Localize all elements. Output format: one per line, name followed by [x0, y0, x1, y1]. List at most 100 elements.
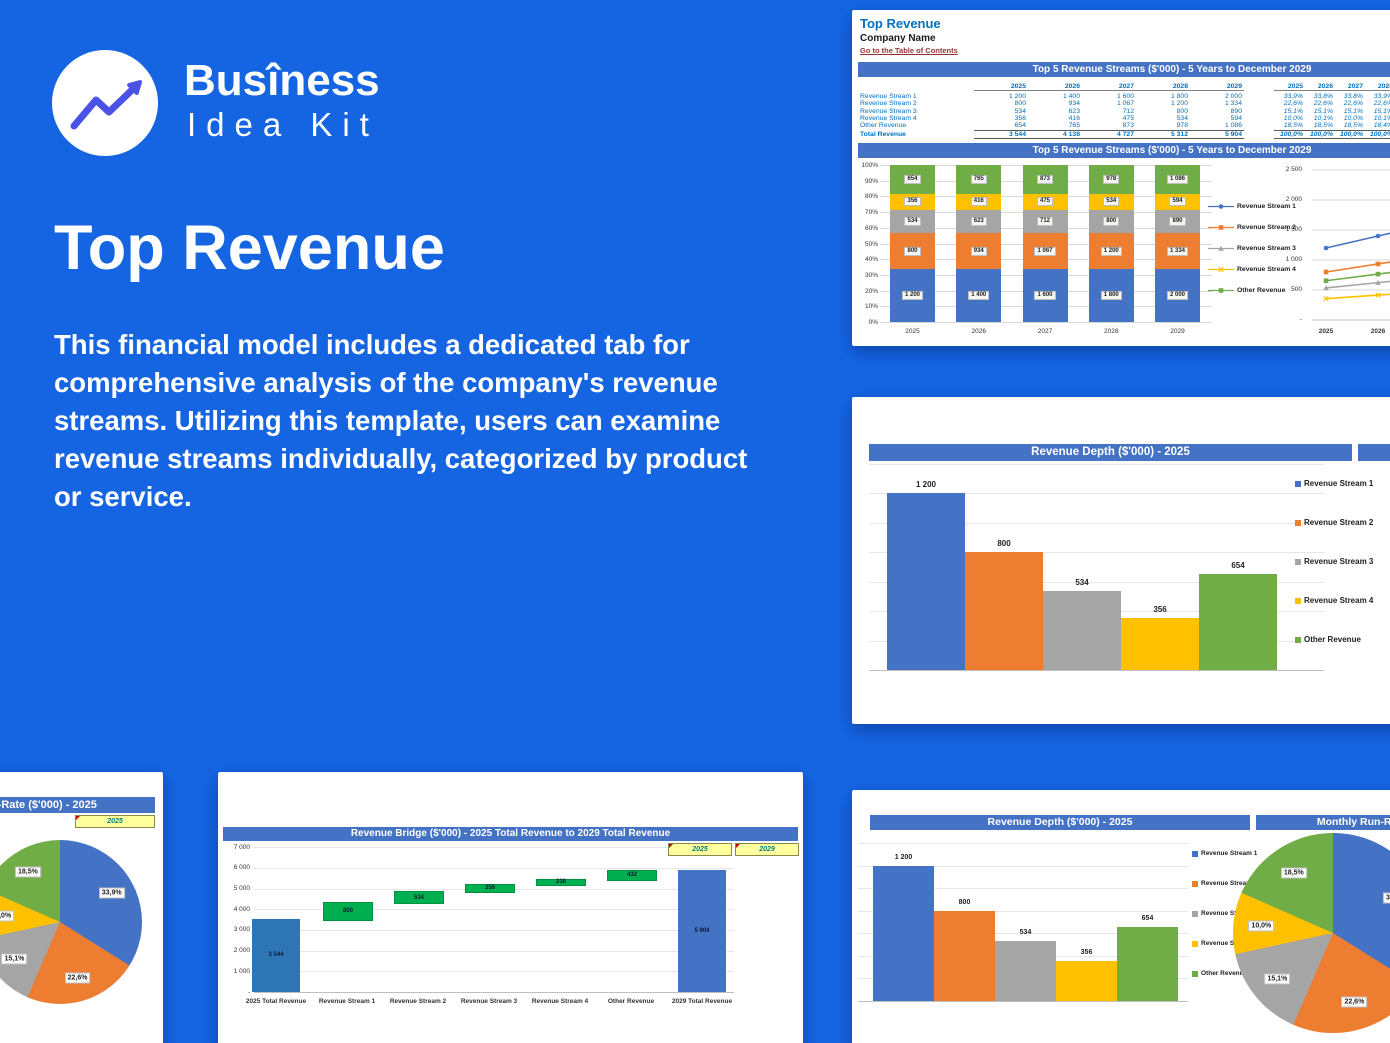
table-cell: 1 334 — [1224, 100, 1242, 108]
adjacent-title-bar-stub — [1358, 444, 1390, 461]
bar — [1199, 573, 1277, 670]
pie-label: 22,6% — [1341, 996, 1368, 1008]
bar — [1121, 617, 1199, 670]
x-axis-tick: Revenue Stream 4 — [531, 998, 589, 1005]
chart-title-bar-right: Monthly Run-Rate ($'000) - 2025 — [1256, 815, 1390, 830]
bar-segment: 416 — [956, 194, 1002, 210]
series-marker — [1375, 261, 1381, 267]
legend-swatch — [1192, 880, 1198, 887]
table-cell: 100,0% — [1334, 129, 1364, 139]
legend-item: Revenue Stream 2 — [1295, 518, 1373, 527]
chart-title-bar: Top 5 Revenue Streams ($'000) - 5 Years … — [858, 143, 1390, 158]
table-cell: 2026 — [1304, 83, 1334, 91]
chart-title-bar: Monthly Run-Rate ($'000) - 2025 — [0, 797, 155, 813]
table-cell: 800 — [1176, 107, 1188, 115]
gridline — [858, 888, 1188, 890]
pie-label: 10,0% — [0, 910, 15, 922]
y-axis-tick: 1 500 — [1285, 226, 1302, 233]
table-header-row: 202520262027202820292025202620272028 — [860, 80, 1390, 93]
y-axis-tick: 4 000 — [233, 905, 250, 913]
year-selector-to[interactable]: 2029 — [735, 843, 799, 856]
table-cell: 15,1% — [1313, 107, 1333, 115]
table-row: Revenue Stream 3 534 623 712 800 890 15,1% 15,1… — [860, 108, 1390, 115]
table-cell: 2 000 — [1224, 93, 1242, 101]
cell-corner-marker — [736, 844, 740, 848]
legend-marker-icon — [1208, 288, 1234, 293]
x-axis-tick: 2026 — [971, 328, 986, 335]
series-marker — [1218, 288, 1224, 293]
bar-label: 534 — [413, 894, 424, 901]
stacked-bar: 654 356 534 800 1 200 — [890, 165, 935, 322]
bar-segment-label: 712 — [1036, 217, 1053, 227]
bar-segment-label: 800 — [904, 246, 921, 256]
gridline — [869, 464, 1324, 465]
waterfall-bar: 356 — [465, 883, 515, 893]
year-selector-from[interactable]: 2025 — [668, 843, 732, 856]
pie-label: 15,1% — [1264, 973, 1291, 985]
bar-label: 534 — [1019, 928, 1032, 936]
bar-segment: 934 — [956, 233, 1002, 269]
row-label: Other Revenue — [860, 122, 907, 130]
table-cell: 10,0% — [1283, 115, 1303, 123]
y-axis-tick: - — [1299, 316, 1302, 323]
table-of-contents-link[interactable]: Go to the Table of Contents — [860, 46, 958, 55]
bar — [1056, 960, 1117, 1001]
brand-logo-icon — [52, 50, 158, 156]
table-cell: 765 — [1068, 122, 1080, 130]
legend-marker-icon — [1208, 245, 1234, 251]
row-label: Revenue Stream 2 — [860, 100, 917, 108]
series-marker — [1218, 245, 1224, 251]
excel-panel-revenue-bridge: Revenue Bridge ($'000) - 2025 Total Reve… — [218, 772, 803, 1043]
y-axis-tick: 10% — [864, 303, 878, 311]
series-marker — [1375, 271, 1381, 277]
series-marker — [1218, 204, 1224, 209]
table-cell: 22,6% — [1373, 100, 1390, 108]
table-cell: 22,6% — [1343, 100, 1363, 108]
waterfall-bar: 800 — [323, 902, 373, 921]
gridline — [858, 910, 1188, 912]
y-axis-tick: 3 000 — [233, 926, 250, 934]
bar-segment: 873 — [1022, 165, 1068, 194]
bar-segment-label: 594 — [1169, 197, 1186, 207]
row-label: Revenue Stream 1 — [860, 93, 917, 101]
bar — [1043, 591, 1121, 670]
row-label: Total Revenue — [860, 130, 906, 138]
legend-label: Revenue Stream 3 — [1201, 910, 1258, 917]
bar-label: 238 — [555, 879, 566, 886]
bar-segment: 534 — [1088, 193, 1134, 210]
legend-item: Revenue Stream 1 — [1192, 850, 1257, 857]
bar-segment-label: 1 600 — [1034, 290, 1056, 300]
pie-label: 15,1% — [1, 953, 28, 965]
excel-panel-top-revenue: Top Revenue Company Name Go to the Table… — [852, 10, 1390, 346]
x-axis-tick: 2026 — [1370, 328, 1386, 335]
bar-segment: 534 — [890, 209, 935, 234]
y-axis-tick: 50% — [864, 240, 878, 248]
series-marker — [1323, 285, 1329, 291]
y-axis-tick: - — [247, 988, 250, 996]
legend-label: Other Revenue — [1304, 635, 1361, 644]
brand-name-line1: Busîness — [184, 56, 380, 105]
brand-name-line2: Idea Kit — [187, 106, 379, 143]
bar-segment: 2 000 — [1155, 268, 1200, 322]
legend-label: Other Revenue — [1201, 970, 1248, 977]
gridline — [869, 670, 1324, 671]
bar-label: 1 200 — [894, 853, 913, 861]
y-axis-tick: 500 — [1291, 286, 1302, 293]
table-cell: 934 — [1068, 100, 1080, 108]
year-selector[interactable]: 2025 — [75, 815, 155, 828]
table-cell: 712 — [1122, 107, 1134, 115]
table-row: Revenue Stream 1 1 200 1 400 1 600 1 800 2 00… — [860, 93, 1390, 100]
y-axis-tick: 90% — [864, 177, 878, 185]
legend-item: Revenue Stream 4 — [1192, 940, 1257, 947]
table-cell: 10,1% — [1373, 115, 1390, 123]
bar — [995, 940, 1056, 1001]
bar-label: 3 544 — [268, 952, 284, 959]
bar-segment-label: 416 — [970, 197, 987, 207]
legend-item: Other Revenue — [1192, 970, 1247, 977]
series-marker — [1323, 245, 1329, 251]
legend-swatch — [1295, 558, 1301, 565]
y-axis-tick: 1 000 — [233, 967, 250, 975]
bar-segment: 594 — [1155, 193, 1200, 210]
table-cell: 2028 — [1136, 83, 1190, 91]
table-cell: 2027 — [1334, 83, 1364, 91]
